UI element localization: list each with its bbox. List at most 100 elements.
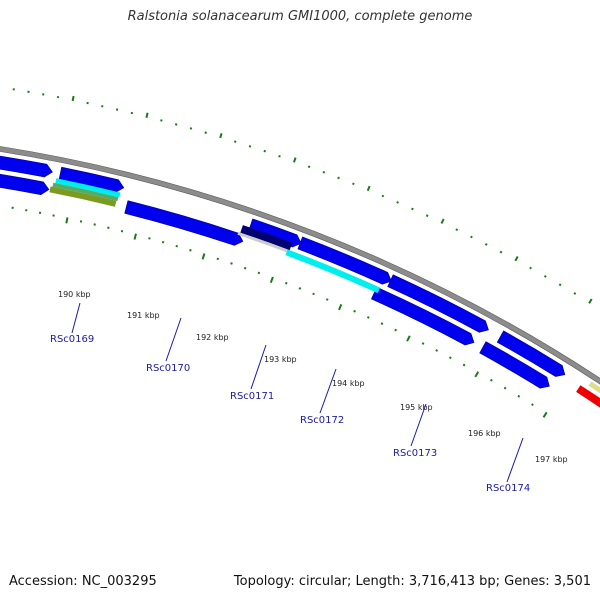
inner-tick [435,349,439,352]
kbp-label: 197 kbp [535,455,568,464]
gene-arrow-forward [387,274,489,333]
gene-label: RSc0174 [486,483,530,494]
gene-arrow-forward [297,236,392,285]
inner-tick [490,378,493,382]
inner-tick [531,403,534,407]
inner-tick [380,322,384,326]
outer-tick [160,119,163,122]
feature-band-cyan [55,178,121,198]
outer-tick [499,250,503,254]
inner-tick [230,262,233,265]
outer-tick [514,256,519,262]
outer-tick [588,298,593,304]
inner-tick [394,328,397,332]
feature-band-cyan [285,249,381,294]
outer-tick [411,207,414,211]
outer-tick [307,165,311,169]
inner-tick [517,394,521,398]
gene-label: RSc0171 [230,391,274,402]
chromosome-backbone [0,146,600,385]
inner-tick [503,386,507,390]
kbp-label: 194 kbp [332,379,365,388]
outer-tick [558,283,562,287]
inner-tick [120,229,124,233]
outer-tick [145,112,149,118]
kbp-label: 193 kbp [264,355,297,364]
outer-tick [352,182,355,186]
inner-tick [298,287,302,290]
outer-tick [71,95,75,102]
feature-band-yellow [588,381,600,394]
genome-info-text: Topology: circular; Length: 3,716,413 bp… [233,574,591,589]
outer-tick [484,243,488,246]
inner-tick [107,226,110,229]
feature-band-olive [49,186,117,207]
outer-tick [219,133,223,139]
gene-leader-line [410,403,427,447]
gene-arrow-reverse [371,286,475,346]
inner-tick [201,253,206,260]
inner-tick [462,363,466,367]
inner-tick [338,304,343,311]
feature-band-navy [240,225,293,251]
inner-tick [65,217,69,224]
gene-leader-line [319,368,337,414]
inner-tick [421,342,425,345]
outer-tick [573,292,577,295]
map-title: Ralstonia solanacearum GMI1000, complete… [127,9,473,24]
outer-tick [292,157,297,163]
outer-tick [322,170,326,174]
feature-band-green [52,182,119,202]
gene-label: RSc0173 [393,448,437,459]
outer-tick [189,127,193,130]
inner-tick [161,240,165,244]
outer-tick [174,123,178,126]
kbp-label: 191 kbp [127,311,160,320]
gene-label: RSc0172 [300,415,344,426]
gene-leader-line [165,317,182,362]
inner-tick [269,276,274,284]
outer-tick [248,145,252,148]
inner-tick [175,244,178,248]
outer-tick [455,228,459,232]
inner-tick [216,257,220,261]
inner-tick [406,335,411,342]
outer-tick [440,218,445,224]
outer-tick [470,235,473,239]
outer-tick [543,274,547,278]
inner-tick [257,271,261,275]
gene-leader-line [71,302,81,334]
outer-tick [263,149,267,153]
gene-label: RSc0170 [146,363,190,374]
outer-tick [278,154,281,158]
inner-tick [284,281,288,285]
outer-tick [425,214,429,217]
inner-tick [243,266,247,270]
outer-tick [396,201,399,204]
gene-arrow-reverse [479,341,550,389]
outer-tick [381,194,385,198]
outer-tick [337,176,340,180]
kbp-label: 190 kbp [58,290,91,299]
inner-tick [189,249,192,252]
outer-tick [130,111,134,115]
gene-label: RSc0169 [50,334,94,345]
outer-tick [204,131,207,134]
feature-band-grey [237,232,288,253]
accession-text: Accession: NC_003295 [9,574,157,589]
inner-tick [542,411,548,418]
kbp-label: 192 kbp [196,333,229,342]
inner-tick [325,298,329,301]
gene-arrow-forward [0,155,53,178]
gene-arrow-reverse [124,200,244,246]
inner-tick [366,316,370,319]
inner-tick [474,371,480,378]
outer-tick [233,140,237,143]
inner-tick [148,237,151,240]
outer-tick [529,266,532,270]
inner-tick [312,292,315,296]
kbp-label: 195 kbp [400,403,433,412]
kbp-label: 196 kbp [468,429,501,438]
gene-leader-line [250,344,267,390]
